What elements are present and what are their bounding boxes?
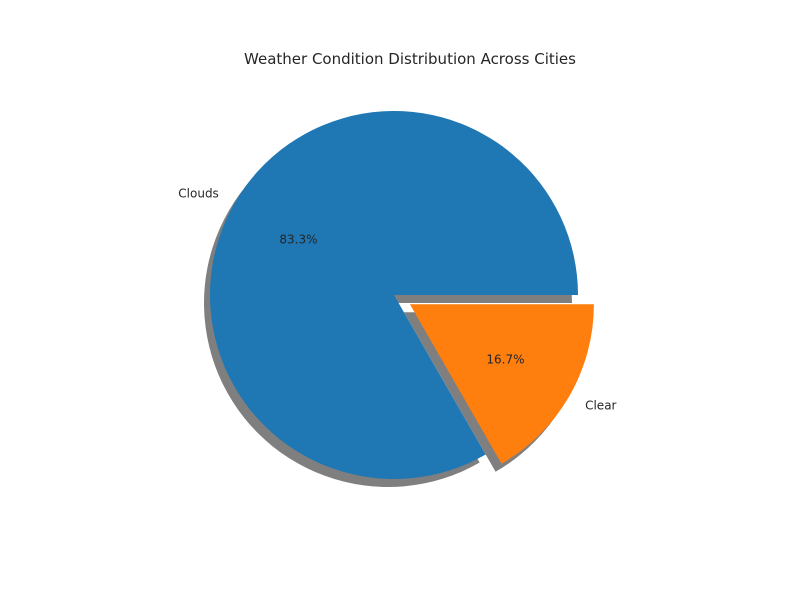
slice-label-clear: Clear: [585, 399, 616, 413]
slice-percent-label-clear: 16.7%: [486, 353, 524, 367]
pie-slice-layer: [210, 111, 594, 479]
slice-percent-label-clouds: 83.3%: [279, 233, 317, 247]
pie-slice-clouds: [210, 111, 579, 479]
chart-title: Weather Condition Distribution Across Ci…: [244, 50, 576, 68]
slice-label-clouds: Clouds: [178, 187, 219, 201]
pie-label-layer: Clouds 83.3% Clear 16.7%: [178, 187, 616, 413]
pie-slice-clear: [409, 304, 594, 464]
